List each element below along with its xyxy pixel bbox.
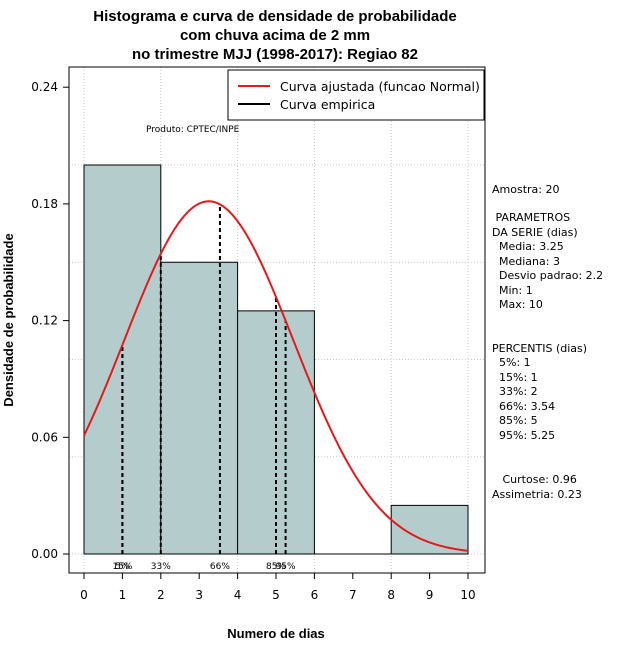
percentile-label-4: 85% [266, 562, 286, 572]
percentile-label-1: 15% [112, 562, 132, 572]
percentil-5: 5%: 1 [492, 356, 531, 369]
sample-size: Amostra: 20 [492, 183, 559, 196]
percentile-label-2: 33% [151, 562, 171, 572]
y-tick-label-3: 0.18 [31, 197, 58, 211]
percentil-66: 66%: 3.54 [492, 400, 555, 413]
percentile-label-5: 95% [276, 562, 296, 572]
statistics-panel: Amostra: 20 PARAMETROS DA SERIE (dias) M… [492, 183, 603, 501]
y-tick-label-1: 0.06 [31, 430, 58, 444]
assimetria: Assimetria: 0.23 [492, 488, 582, 501]
product-note: Produto: CPTEC/INPE [146, 125, 240, 135]
histogram-bar-1 [160, 261, 239, 555]
x-tick-label-4: 4 [234, 588, 242, 602]
x-tick-label-7: 7 [349, 588, 357, 602]
percentile-label-0: 5% [115, 562, 130, 572]
fit-curve [83, 200, 469, 552]
y-tick-label-0: 0.00 [31, 547, 58, 561]
x-tick-label-5: 5 [272, 588, 280, 602]
param-desvio: Desvio padrao: 2.2 [492, 269, 603, 282]
legend: Curva ajustada (funcao Normal) Curva emp… [227, 69, 485, 121]
legend-box [227, 69, 485, 121]
y-tick-label-2: 0.12 [31, 314, 58, 328]
percentile-lines: 5%15% 33% 66% 85%95% [112, 204, 296, 572]
curtose: Curtose: 0.96 [492, 473, 577, 486]
param-min: Min: 1 [492, 284, 533, 297]
x-tick-label-6: 6 [311, 588, 319, 602]
percentil-95: 95%: 5.25 [492, 429, 555, 442]
y-axis-title: Densidade de probabilidade [1, 233, 16, 406]
percentis-title: PERCENTIS (dias) [492, 342, 587, 355]
chart-title-line-3: no trimestre MJJ (1998-2017): Regiao 82 [132, 46, 418, 63]
x-tick-label-3: 3 [195, 588, 203, 602]
params-title-1: PARAMETROS [492, 211, 570, 224]
x-tick-label-1: 1 [119, 588, 127, 602]
legend-label-fit-curve: Curva ajustada (funcao Normal) [280, 79, 480, 94]
fit-curve-layer [83, 200, 469, 552]
percentile-label-3: 66% [210, 562, 230, 572]
x-tick-label-2: 2 [157, 588, 165, 602]
plot-frame [68, 66, 486, 574]
param-mediana: Mediana: 3 [492, 255, 560, 268]
percentil-85: 85%: 5 [492, 414, 538, 427]
param-max: Max: 10 [492, 298, 543, 311]
percentil-33: 33%: 2 [492, 385, 538, 398]
x-tick-label-9: 9 [426, 588, 434, 602]
param-media: Media: 3.25 [492, 240, 564, 253]
percentil-15: 15%: 1 [492, 371, 538, 384]
x-tick-label-10: 10 [460, 588, 475, 602]
x-axis-title: Numero de dias [227, 626, 325, 641]
x-tick-label-8: 8 [387, 588, 395, 602]
x-tick-label-0: 0 [80, 588, 88, 602]
chart-title-line-1: Histograma e curva de densidade de proba… [93, 8, 456, 25]
params-title-2: DA SERIE (dias) [492, 226, 578, 239]
chart-title-line-2: com chuva acima de 2 mm [180, 27, 370, 44]
legend-label-empirical: Curva empirica [280, 97, 375, 112]
axes: 0 1 2 3 4 5 6 7 8 9 10 0.00 0.06 0.12 0.18 0.24 [31, 80, 475, 602]
y-tick-label-4: 0.24 [31, 80, 58, 94]
